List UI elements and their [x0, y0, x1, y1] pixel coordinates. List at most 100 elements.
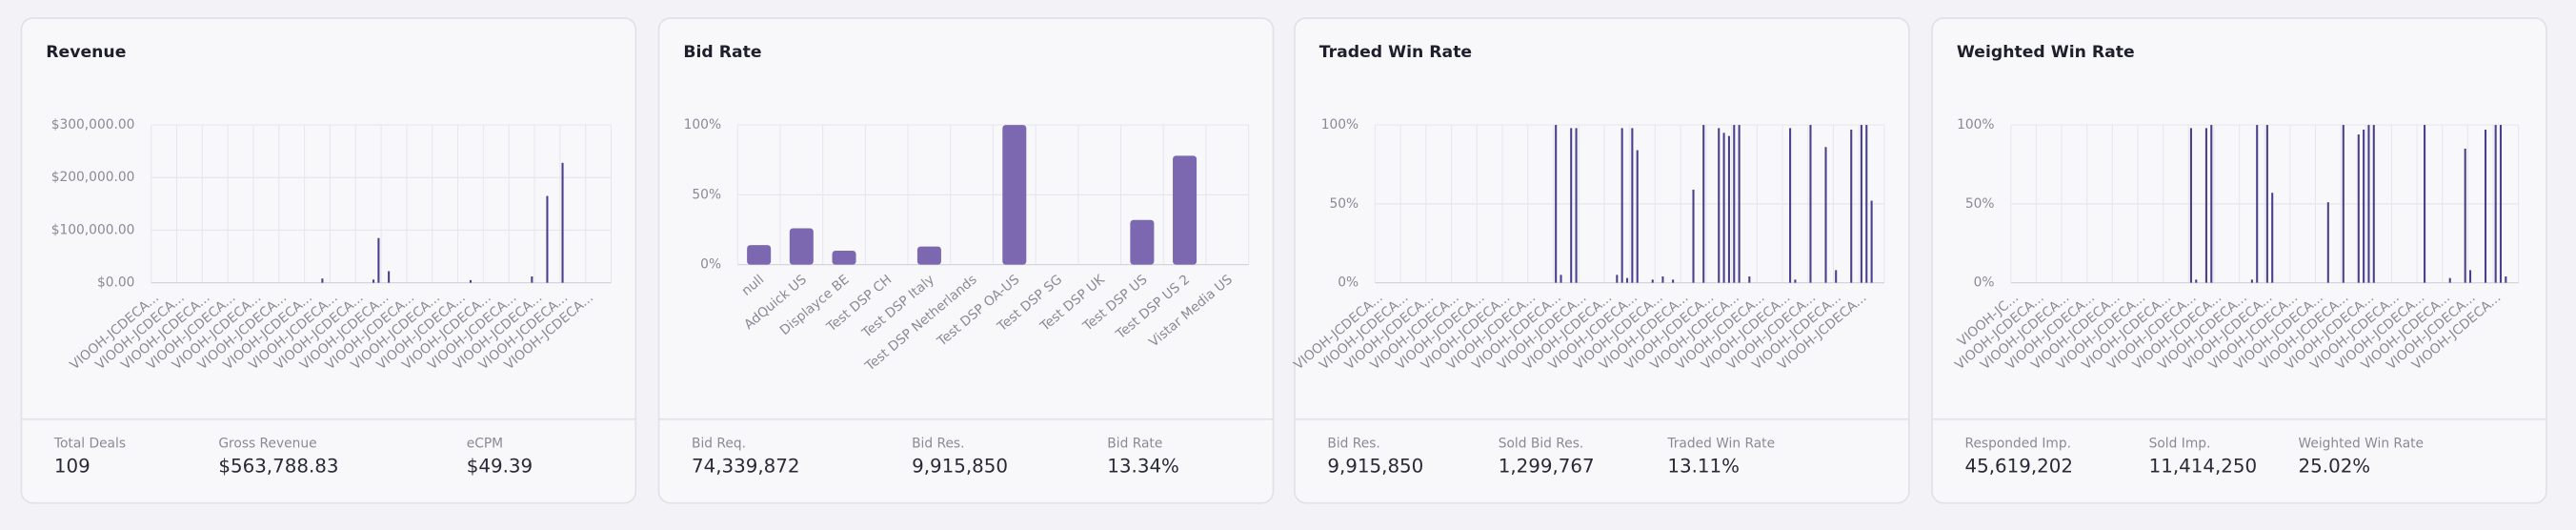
bar: [1173, 155, 1197, 265]
y-tick-label: 100%: [1321, 117, 1358, 132]
bar: [1727, 135, 1730, 283]
card: Weighted Win Rate0%50%100%VIOOH-JC...VIO…: [1931, 17, 2547, 504]
bar: [1570, 128, 1573, 283]
bar: [1835, 270, 1838, 283]
bar: [2367, 125, 2370, 283]
bar: [2499, 125, 2503, 283]
y-tick-label: 50%: [1965, 196, 1995, 212]
bar: [2468, 270, 2472, 283]
bar: [2357, 134, 2360, 283]
bar: [2424, 125, 2426, 283]
bar: [2464, 148, 2466, 283]
stat-label: Weighted Win Rate: [2299, 437, 2424, 452]
bar: [1722, 132, 1725, 283]
card-box: [657, 17, 1275, 504]
bar: [561, 162, 564, 283]
bar: [531, 276, 533, 283]
stat-value: 45,619,202: [1964, 455, 2073, 477]
bar: [1733, 125, 1736, 283]
bar: [2342, 125, 2345, 283]
bar: [2484, 130, 2487, 283]
y-tick-label: 0%: [700, 257, 721, 273]
bar: [2204, 128, 2207, 283]
bar: [832, 250, 856, 265]
bar: [2210, 125, 2213, 283]
bar: [1651, 279, 1654, 283]
bar: [2372, 125, 2375, 283]
stat-value: 109: [54, 455, 91, 477]
stat-value: 11,414,250: [2149, 455, 2258, 477]
bar: [1860, 125, 1862, 283]
card: Traded Win Rate0%50%100%VIOOH-JCDECA...V…: [1291, 17, 1910, 504]
stat-value: 25.02%: [2299, 455, 2371, 477]
stat-label: Gross Revenue: [218, 437, 316, 452]
bar: [1130, 219, 1155, 265]
bar: [2326, 202, 2329, 283]
bar: [2189, 128, 2192, 283]
stat-label: Bid Req.: [692, 437, 746, 452]
bar: [372, 279, 375, 283]
bar: [377, 237, 380, 283]
stat-value: $49.39: [467, 455, 533, 477]
card-title: Revenue: [46, 43, 126, 62]
bar: [2505, 276, 2507, 283]
card-box: [20, 17, 637, 504]
y-tick-label: 100%: [1957, 117, 1994, 132]
bar: [2250, 279, 2253, 283]
y-tick-label: 0%: [1974, 275, 1995, 291]
stat-label: Sold Bid Res.: [1499, 437, 1584, 452]
stat-label: Bid Res.: [1327, 437, 1379, 452]
bar: [1865, 125, 1868, 283]
bar: [388, 271, 391, 283]
bar: [2256, 125, 2259, 283]
bar: [1692, 189, 1695, 283]
bar: [1631, 128, 1634, 283]
bar: [1625, 277, 1629, 283]
stat-value: 74,339,872: [692, 455, 800, 477]
stat-label: Bid Res.: [912, 437, 964, 452]
y-tick-label: 0%: [1338, 275, 1358, 291]
bar: [2363, 130, 2365, 283]
stat-value: $563,788.83: [218, 455, 338, 477]
y-tick-label: $100,000.00: [51, 222, 135, 237]
bar: [469, 279, 473, 283]
bar: [1672, 279, 1675, 283]
stat-value: 9,915,850: [912, 455, 1008, 477]
bar: [1718, 128, 1721, 283]
bar: [1661, 276, 1664, 283]
stat-value: 13.11%: [1667, 455, 1740, 477]
stat-label: Total Deals: [53, 437, 126, 452]
bar: [1620, 128, 1623, 283]
bar: [546, 195, 549, 283]
y-tick-label: 50%: [692, 187, 721, 202]
bar: [321, 278, 324, 283]
bar: [1560, 275, 1562, 283]
card-box: [1294, 17, 1910, 504]
bar: [1870, 200, 1873, 283]
bar: [1824, 147, 1827, 283]
bar: [2494, 125, 2497, 283]
bar: [1748, 276, 1751, 283]
card-title: Bid Rate: [683, 43, 761, 62]
bar: [2195, 279, 2198, 283]
y-tick-label: 100%: [684, 117, 721, 132]
stat-value: 1,299,767: [1499, 455, 1595, 477]
bar: [1809, 125, 1812, 283]
bar: [2271, 193, 2274, 283]
y-tick-label: 50%: [1330, 196, 1359, 212]
bar: [1616, 275, 1619, 283]
bar: [1702, 125, 1705, 283]
stat-label: eCPM: [467, 437, 503, 452]
bar: [1794, 279, 1797, 283]
card-title: Weighted Win Rate: [1957, 43, 2135, 62]
bar: [789, 228, 814, 265]
bar: [1850, 130, 1853, 283]
card: Revenue $0.00 $100,000.00 $200,000.00 $300,0…: [20, 17, 637, 504]
bar: [1789, 128, 1792, 283]
y-tick-label: $200,000.00: [51, 170, 135, 185]
stat-label: Responded Imp.: [1964, 437, 2071, 452]
bar: [1575, 128, 1578, 283]
bar: [2448, 277, 2451, 283]
